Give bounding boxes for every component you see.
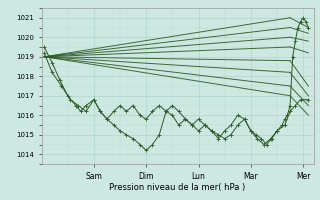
X-axis label: Pression niveau de la mer( hPa ): Pression niveau de la mer( hPa ) <box>109 183 246 192</box>
